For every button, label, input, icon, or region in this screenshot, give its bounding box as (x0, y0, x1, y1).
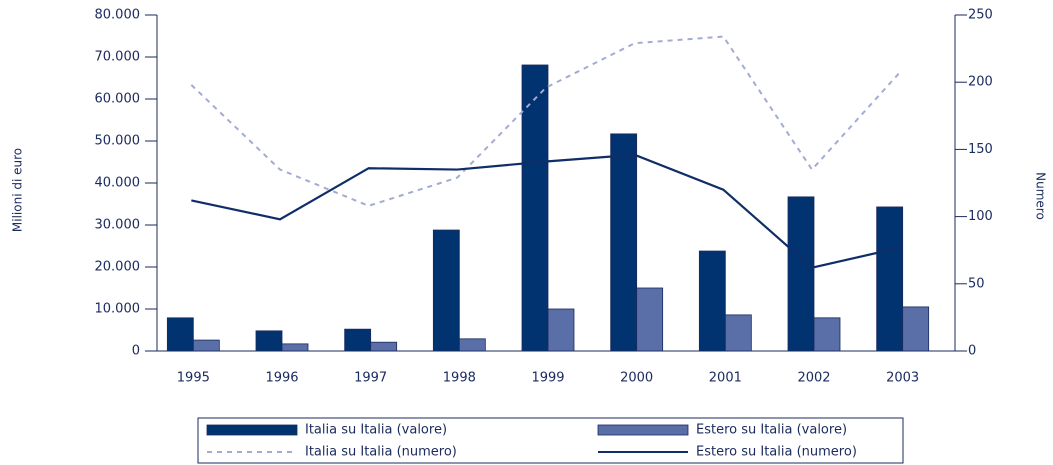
x-tick-label: 1998 (443, 371, 476, 386)
y-tick-label: 50.000 (95, 134, 141, 149)
bar (902, 306, 930, 352)
bar (813, 317, 841, 352)
bar (192, 339, 220, 352)
y2-axis-label: Numero (1034, 172, 1048, 220)
line-series (191, 153, 901, 269)
y-tick-label: 10.000 (95, 302, 141, 317)
bar (432, 229, 460, 352)
y-tick-label: 70.000 (95, 50, 141, 65)
bar (370, 341, 398, 352)
bar (255, 330, 283, 352)
x-tick-label: 2002 (797, 371, 830, 386)
x-tick-label: 2000 (620, 371, 653, 386)
legend-swatch (206, 424, 298, 436)
x-tick-label: 1999 (531, 371, 564, 386)
legend-label: Estero su Italia (valore) (696, 423, 847, 438)
bar (166, 317, 194, 352)
line-series (190, 35, 902, 207)
bar (344, 328, 372, 352)
legend-label: Italia su Italia (valore) (305, 423, 447, 438)
y2-tick-label: 150 (968, 142, 993, 157)
legend-box (197, 417, 904, 464)
y2-tick-label: 0 (968, 344, 976, 359)
bar (724, 314, 752, 352)
y-tick-label: 60.000 (95, 92, 141, 107)
bar (521, 64, 549, 352)
x-tick-label: 1995 (177, 371, 210, 386)
legend-label: Italia su Italia (numero) (305, 445, 457, 460)
x-tick-label: 1996 (265, 371, 298, 386)
x-tick-label: 1997 (354, 371, 387, 386)
bar (636, 287, 664, 352)
x-tick-label: 2001 (709, 371, 742, 386)
y-tick-label: 20.000 (95, 260, 141, 275)
bar (610, 133, 638, 352)
y-tick-label: 80.000 (95, 8, 141, 23)
y2-tick-label: 50 (968, 276, 985, 291)
bar (698, 250, 726, 352)
y2-tick-label: 250 (968, 8, 993, 23)
legend-label: Estero su Italia (numero) (696, 445, 857, 460)
bar (458, 338, 486, 352)
y-tick-label: 40.000 (95, 176, 141, 191)
bar (547, 308, 575, 352)
y2-tick-label: 200 (968, 75, 993, 90)
y-tick-label: 30.000 (95, 218, 141, 233)
bar (787, 196, 815, 352)
bar (281, 343, 309, 352)
y-axis-label: Milioni di euro (11, 148, 25, 232)
y2-tick-label: 100 (968, 209, 993, 224)
y-tick-label: 0 (132, 344, 140, 359)
x-tick-label: 2003 (886, 371, 919, 386)
legend-swatch (597, 424, 689, 436)
bar (876, 206, 904, 352)
